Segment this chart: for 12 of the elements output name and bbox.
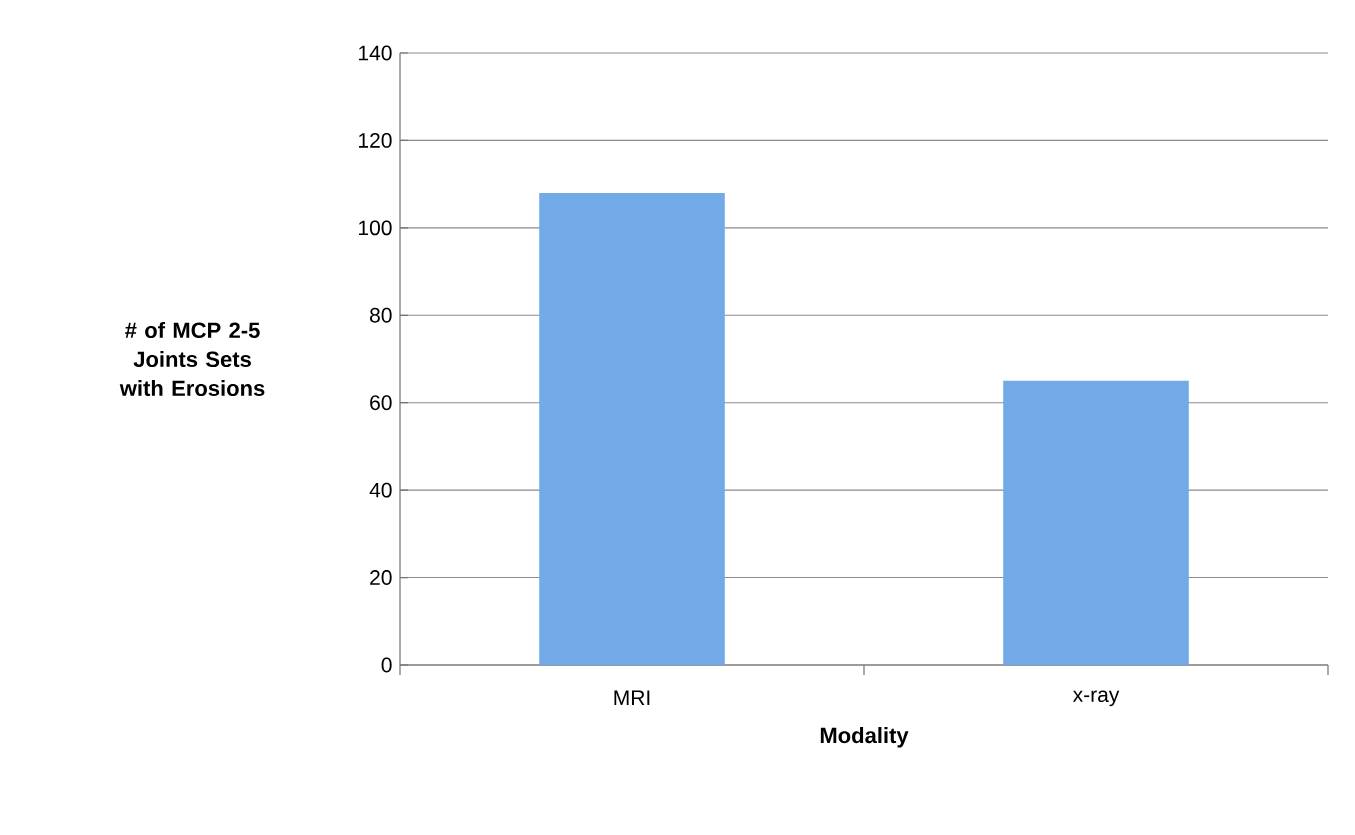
y-tick-label: 140 bbox=[359, 45, 392, 61]
y-tick-label: 80 bbox=[370, 307, 392, 323]
y-tick-label: 100 bbox=[359, 220, 392, 236]
x-tick-label: x-ray bbox=[1072, 690, 1120, 707]
y-tick-label: 60 bbox=[370, 395, 392, 411]
y-tick-label: 0 bbox=[381, 657, 392, 673]
x-tick-label: MRI bbox=[614, 690, 650, 705]
y-tick-label: 120 bbox=[359, 132, 392, 148]
y-tick-label: 20 bbox=[370, 570, 392, 585]
y-tick-label: 40 bbox=[369, 482, 392, 498]
y-axis-title: # of MCP 2-5 Joints Sets with Erosions bbox=[119, 321, 265, 397]
x-axis-title: Modality bbox=[820, 727, 909, 748]
